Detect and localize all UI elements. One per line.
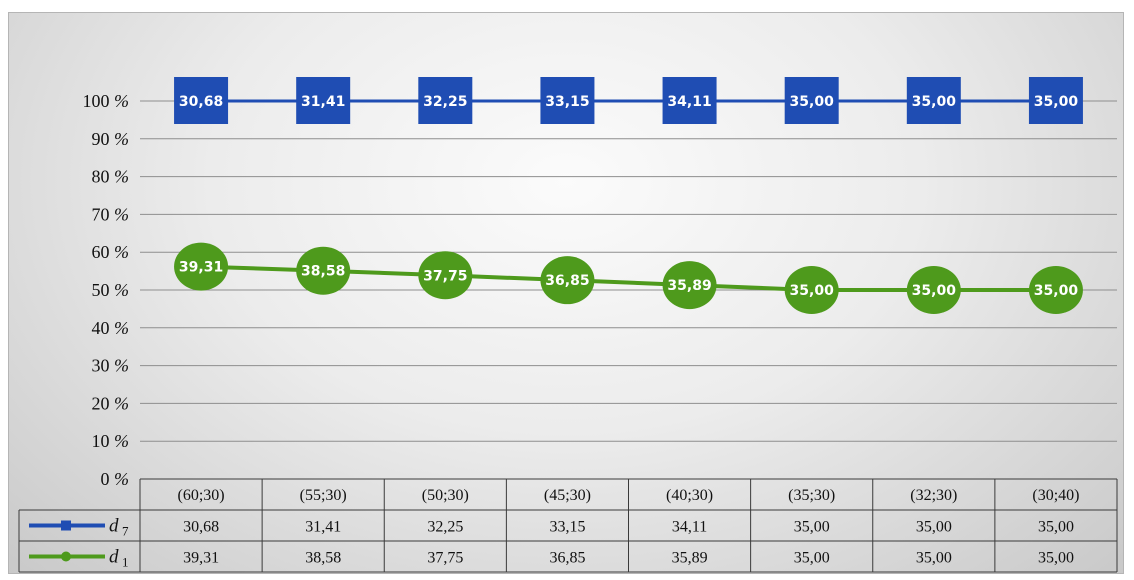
legend-series-subscript: 7 bbox=[122, 524, 129, 539]
legend-marker-square bbox=[61, 520, 71, 531]
data-point-square bbox=[174, 77, 229, 124]
data-point-circle bbox=[662, 261, 717, 310]
y-tick-label: 90 % bbox=[92, 129, 130, 149]
data-point-circle bbox=[906, 266, 961, 314]
line-chart: 0 % 10 % 20 % 30 % 40 % 50 % 60 % 70 % 80 % 90 % 1… bbox=[18, 77, 1118, 573]
y-tick-label: 0 % bbox=[101, 469, 130, 489]
data-point-circle bbox=[418, 251, 473, 300]
y-tick-label: 30 % bbox=[92, 356, 130, 376]
table-cell-value: 35,00 bbox=[794, 519, 830, 536]
data-point-square bbox=[418, 77, 473, 124]
table-cell-value: 35,00 bbox=[916, 519, 952, 536]
table-cell-value: 38,58 bbox=[305, 550, 341, 567]
chart-frame: 0 % 10 % 20 % 30 % 40 % 50 % 60 % 70 % 80 % 90 % 1… bbox=[8, 12, 1124, 574]
data-label: 31,41 bbox=[301, 94, 345, 110]
y-axis: 0 % 10 % 20 % 30 % 40 % 50 % 60 % 70 % 80 % 90 % 1… bbox=[83, 91, 130, 489]
data-point-square bbox=[906, 77, 961, 124]
data-label: 38,58 bbox=[301, 264, 345, 280]
data-point-square bbox=[1028, 77, 1083, 124]
data-label: 35,00 bbox=[790, 94, 835, 110]
table-cell-value: 36,85 bbox=[549, 550, 585, 567]
data-label: 30,68 bbox=[179, 94, 223, 110]
data-label: 32,25 bbox=[423, 94, 467, 110]
y-tick-label: 10 % bbox=[92, 431, 130, 451]
table-cell-value: 31,41 bbox=[305, 519, 341, 536]
data-point-square bbox=[662, 77, 717, 124]
data-point-square bbox=[296, 77, 351, 124]
data-point-circle bbox=[540, 256, 595, 305]
table-cell-value: 35,00 bbox=[794, 550, 830, 567]
data-point-square bbox=[784, 77, 839, 124]
series-group: 30,68 31,41 32,25 33,15 34,11 35,00 35,00 35,00… bbox=[174, 77, 1083, 314]
data-label: 39,31 bbox=[179, 260, 223, 276]
data-label: 37,75 bbox=[423, 268, 467, 284]
data-point-circle bbox=[296, 246, 351, 295]
y-tick-label: 100 % bbox=[83, 91, 130, 111]
legend-marker-circle bbox=[61, 551, 71, 562]
data-point-circle bbox=[1028, 266, 1083, 314]
y-tick-label: 50 % bbox=[92, 280, 130, 300]
category-label: (60;30) bbox=[178, 487, 225, 504]
category-label: (40;30) bbox=[666, 487, 713, 504]
data-label: 35,00 bbox=[1034, 94, 1079, 110]
data-label: 33,15 bbox=[545, 94, 589, 110]
category-label: (55;30) bbox=[300, 487, 347, 504]
table-cell-value: 32,25 bbox=[427, 519, 463, 536]
table-cell-value: 33,15 bbox=[549, 519, 585, 536]
table-cell-value: 30,68 bbox=[183, 519, 219, 536]
data-label: 36,85 bbox=[545, 273, 589, 289]
data-label: 35,00 bbox=[1034, 283, 1079, 299]
table-cell-value: 35,00 bbox=[1038, 519, 1074, 536]
legend-series-name: d bbox=[109, 547, 119, 568]
data-point-square bbox=[540, 77, 595, 124]
legend-series-subscript: 1 bbox=[122, 555, 129, 570]
category-label: (35;30) bbox=[788, 487, 835, 504]
table-cell-value: 37,75 bbox=[427, 550, 463, 567]
table-cell-value: 39,31 bbox=[183, 550, 219, 567]
table-cell-value: 35,00 bbox=[916, 550, 952, 567]
data-label: 35,89 bbox=[667, 278, 711, 294]
table-cell-value: 34,11 bbox=[672, 519, 707, 536]
y-tick-label: 70 % bbox=[92, 204, 130, 224]
data-point-circle bbox=[174, 242, 229, 291]
y-tick-label: 20 % bbox=[92, 393, 130, 413]
data-label: 35,00 bbox=[790, 283, 835, 299]
y-tick-label: 80 % bbox=[92, 167, 130, 187]
category-label: (32;30) bbox=[910, 487, 957, 504]
data-table: (60;30) (55;30) (50;30) (45;30) (40;30) (35;3… bbox=[18, 478, 1118, 573]
data-label: 35,00 bbox=[912, 283, 957, 299]
table-cell-value: 35,00 bbox=[1038, 550, 1074, 567]
y-tick-label: 60 % bbox=[92, 242, 130, 262]
data-label: 35,00 bbox=[912, 94, 957, 110]
data-label: 34,11 bbox=[667, 94, 711, 110]
table-cell-value: 35,89 bbox=[672, 550, 708, 567]
category-label: (50;30) bbox=[422, 487, 469, 504]
legend-series-name: d bbox=[109, 516, 119, 537]
data-point-circle bbox=[784, 266, 839, 314]
y-tick-label: 40 % bbox=[92, 318, 130, 338]
category-label: (30;40) bbox=[1032, 487, 1079, 504]
category-label: (45;30) bbox=[544, 487, 591, 504]
